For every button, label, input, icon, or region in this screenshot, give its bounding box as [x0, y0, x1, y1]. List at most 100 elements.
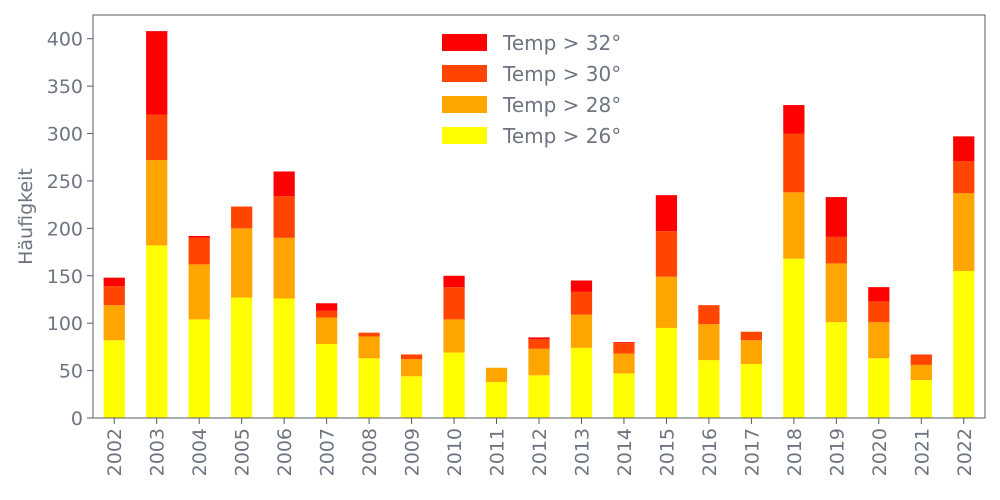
x-tick-label: 2003 — [147, 428, 169, 476]
bar-2022-series-3 — [953, 136, 975, 162]
bar-2011-series-1 — [485, 367, 508, 382]
bar-2022-series-0 — [953, 271, 975, 418]
bar-2014-series-2 — [613, 343, 635, 354]
bar-2005-series-0 — [231, 297, 253, 418]
bar-2006-series-1 — [273, 237, 295, 299]
legend-label-1: Temp > 30° — [502, 62, 621, 86]
legend-swatch-0 — [442, 34, 487, 51]
bar-2019-series-2 — [825, 236, 847, 264]
bar-2020-series-0 — [868, 358, 890, 418]
bar-2017-series-0 — [740, 363, 762, 418]
bar-2016-series-0 — [698, 360, 720, 418]
x-tick-label: 2015 — [656, 428, 678, 476]
x-tick-label: 2021 — [911, 428, 933, 476]
bar-2020-series-3 — [868, 287, 890, 302]
bar-2003-series-3 — [146, 31, 168, 115]
bar-2016-series-2 — [698, 305, 720, 325]
x-tick-label: 2010 — [444, 428, 466, 476]
bar-2015-series-2 — [655, 231, 678, 277]
bar-2007-series-1 — [316, 317, 338, 345]
x-tick-label: 2014 — [614, 428, 636, 476]
bar-2003-series-2 — [146, 114, 168, 161]
x-tick-label: 2007 — [317, 428, 339, 476]
y-tick-label: 250 — [47, 171, 83, 193]
bar-2004-series-3 — [188, 235, 210, 238]
bar-2013-series-2 — [570, 291, 593, 315]
x-tick-label: 2005 — [232, 428, 254, 476]
bar-2021-series-0 — [910, 380, 932, 418]
bar-2004-series-1 — [188, 264, 210, 320]
bar-2014-series-3 — [613, 342, 635, 344]
bar-2014-series-1 — [613, 353, 635, 374]
x-tick-label: 2004 — [189, 428, 211, 476]
bar-2018-series-0 — [783, 258, 805, 418]
bar-2021-series-2 — [910, 354, 932, 365]
bar-2009-series-2 — [400, 354, 423, 360]
bar-2010-series-3 — [443, 275, 465, 288]
legend-label-2: Temp > 28° — [502, 93, 621, 117]
bar-2004-series-0 — [188, 319, 210, 418]
plot-frame — [92, 14, 986, 419]
y-tick-label: 200 — [47, 218, 83, 240]
x-tick-label: 2012 — [529, 428, 551, 476]
x-tick-label: 2019 — [826, 428, 848, 476]
bar-2015-series-3 — [655, 195, 678, 232]
y-tick-label: 0 — [71, 408, 83, 430]
bar-2008-series-0 — [358, 358, 380, 418]
bar-2008-series-1 — [358, 336, 380, 359]
legend-swatch-1 — [442, 65, 487, 82]
bar-2018-series-2 — [783, 133, 805, 193]
bar-2002-series-2 — [103, 286, 125, 306]
x-tick-label: 2020 — [869, 428, 891, 476]
y-tick-label: 100 — [47, 313, 83, 335]
bar-2006-series-3 — [273, 171, 295, 197]
bar-2013-series-1 — [570, 314, 593, 348]
bar-2013-series-3 — [570, 280, 593, 292]
bar-2019-series-0 — [825, 322, 847, 418]
x-tick-label: 2017 — [741, 428, 763, 476]
bar-2007-series-0 — [316, 344, 338, 418]
bar-2017-series-1 — [740, 340, 762, 364]
bar-2007-series-3 — [316, 303, 338, 311]
bar-2022-series-1 — [953, 193, 975, 272]
bar-2011-series-0 — [485, 381, 508, 418]
bar-2008-series-2 — [358, 332, 380, 337]
bar-2010-series-2 — [443, 287, 465, 320]
bar-2012-series-3 — [528, 337, 550, 340]
x-tick-label: 2016 — [699, 428, 721, 476]
legend-label-0: Temp > 32° — [502, 31, 621, 55]
bar-2012-series-1 — [528, 348, 550, 376]
x-tick-label: 2013 — [571, 428, 593, 476]
bar-2017-series-2 — [740, 331, 762, 341]
y-axis: 0 50 100 150 200 250 300 350 400 — [47, 29, 93, 430]
y-tick-label: 300 — [47, 124, 83, 146]
y-tick-label: 50 — [59, 361, 83, 383]
x-tick-label: 2011 — [487, 428, 509, 476]
y-tick-label: 350 — [47, 76, 83, 98]
x-tick-label: 2009 — [402, 428, 424, 476]
bar-2007-series-2 — [316, 310, 338, 318]
bar-2018-series-3 — [783, 105, 805, 134]
bar-2019-series-3 — [825, 197, 847, 237]
bar-2015-series-0 — [655, 327, 678, 418]
legend-swatch-3 — [442, 127, 487, 144]
bars-layer — [103, 31, 975, 418]
y-axis-label: Häufigkeit — [15, 168, 37, 265]
bar-2020-series-2 — [868, 301, 890, 323]
bar-2021-series-1 — [910, 364, 932, 381]
x-tick-label: 2006 — [274, 428, 296, 476]
bar-2018-series-1 — [783, 192, 805, 259]
bar-2009-series-0 — [400, 376, 423, 418]
bar-2009-series-1 — [400, 359, 423, 377]
bar-2020-series-1 — [868, 322, 890, 359]
bar-2015-series-1 — [655, 276, 678, 328]
x-tick-label: 2018 — [784, 428, 806, 476]
bar-2019-series-1 — [825, 263, 847, 323]
bar-2005-series-2 — [231, 206, 253, 229]
bar-2016-series-1 — [698, 324, 720, 361]
legend: Temp > 32° Temp > 30° Temp > 28° Temp > 26° — [442, 31, 621, 148]
legend-swatch-2 — [442, 96, 487, 113]
bar-2005-series-1 — [231, 228, 253, 298]
bar-2010-series-1 — [443, 319, 465, 353]
